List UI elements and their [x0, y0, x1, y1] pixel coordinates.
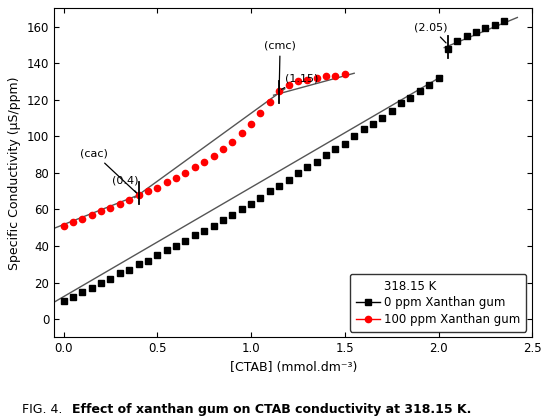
0 ppm Xanthan gum — [267, 189, 273, 194]
0 ppm Xanthan gum — [107, 276, 114, 281]
100 ppm Xanthan gum — [304, 77, 311, 82]
0 ppm Xanthan gum — [191, 233, 198, 238]
Text: (1.15): (1.15) — [282, 74, 318, 89]
0 ppm Xanthan gum — [295, 171, 301, 176]
100 ppm Xanthan gum — [135, 192, 142, 197]
100 ppm Xanthan gum — [276, 88, 283, 93]
100 ppm Xanthan gum — [154, 185, 161, 190]
0 ppm Xanthan gum — [360, 126, 367, 131]
100 ppm Xanthan gum — [79, 216, 86, 221]
Line: 100 ppm Xanthan gum: 100 ppm Xanthan gum — [60, 71, 348, 229]
X-axis label: [CTAB] (mmol.dm⁻³): [CTAB] (mmol.dm⁻³) — [229, 361, 357, 374]
100 ppm Xanthan gum — [219, 147, 226, 152]
0 ppm Xanthan gum — [238, 207, 245, 212]
100 ppm Xanthan gum — [210, 154, 217, 159]
0 ppm Xanthan gum — [117, 271, 123, 276]
100 ppm Xanthan gum — [89, 213, 95, 218]
Text: (cmc): (cmc) — [264, 41, 296, 88]
100 ppm Xanthan gum — [285, 83, 292, 88]
100 ppm Xanthan gum — [145, 189, 151, 194]
100 ppm Xanthan gum — [70, 220, 76, 225]
0 ppm Xanthan gum — [426, 83, 432, 88]
0 ppm Xanthan gum — [398, 101, 404, 106]
0 ppm Xanthan gum — [98, 280, 104, 285]
0 ppm Xanthan gum — [435, 75, 442, 80]
Text: FIG. 4.: FIG. 4. — [22, 403, 67, 416]
0 ppm Xanthan gum — [388, 108, 395, 113]
100 ppm Xanthan gum — [107, 205, 114, 210]
100 ppm Xanthan gum — [295, 79, 301, 84]
0 ppm Xanthan gum — [219, 218, 226, 223]
0 ppm Xanthan gum — [70, 295, 76, 300]
0 ppm Xanthan gum — [60, 298, 67, 303]
Text: (0.4): (0.4) — [112, 176, 139, 193]
100 ppm Xanthan gum — [323, 74, 329, 79]
0 ppm Xanthan gum — [379, 116, 386, 121]
0 ppm Xanthan gum — [501, 18, 508, 24]
0 ppm Xanthan gum — [370, 121, 376, 126]
100 ppm Xanthan gum — [201, 160, 207, 165]
100 ppm Xanthan gum — [126, 198, 133, 203]
0 ppm Xanthan gum — [210, 223, 217, 228]
100 ppm Xanthan gum — [182, 171, 189, 176]
100 ppm Xanthan gum — [248, 121, 254, 126]
100 ppm Xanthan gum — [117, 202, 123, 207]
0 ppm Xanthan gum — [351, 134, 358, 139]
100 ppm Xanthan gum — [238, 130, 245, 135]
0 ppm Xanthan gum — [248, 202, 254, 207]
0 ppm Xanthan gum — [163, 247, 170, 252]
100 ppm Xanthan gum — [98, 209, 104, 214]
0 ppm Xanthan gum — [173, 244, 179, 249]
0 ppm Xanthan gum — [285, 178, 292, 183]
0 ppm Xanthan gum — [135, 262, 142, 267]
100 ppm Xanthan gum — [314, 75, 320, 80]
Line: 0 ppm Xanthan gum: 0 ppm Xanthan gum — [60, 18, 507, 304]
0 ppm Xanthan gum — [145, 258, 151, 263]
0 ppm Xanthan gum — [444, 46, 451, 51]
0 ppm Xanthan gum — [323, 152, 329, 157]
100 ppm Xanthan gum — [267, 99, 273, 104]
0 ppm Xanthan gum — [257, 196, 263, 201]
0 ppm Xanthan gum — [416, 88, 423, 93]
0 ppm Xanthan gum — [314, 160, 320, 165]
0 ppm Xanthan gum — [464, 33, 470, 38]
0 ppm Xanthan gum — [407, 95, 414, 100]
100 ppm Xanthan gum — [332, 74, 339, 79]
0 ppm Xanthan gum — [89, 286, 95, 291]
0 ppm Xanthan gum — [492, 22, 498, 27]
0 ppm Xanthan gum — [482, 26, 489, 31]
100 ppm Xanthan gum — [173, 176, 179, 181]
100 ppm Xanthan gum — [191, 165, 198, 170]
100 ppm Xanthan gum — [342, 72, 348, 77]
0 ppm Xanthan gum — [154, 253, 161, 258]
100 ppm Xanthan gum — [163, 179, 170, 184]
0 ppm Xanthan gum — [332, 147, 339, 152]
0 ppm Xanthan gum — [126, 267, 133, 272]
0 ppm Xanthan gum — [304, 165, 311, 170]
0 ppm Xanthan gum — [473, 29, 480, 34]
Text: Effect of xanthan gum on CTAB conductivity at 318.15 K.: Effect of xanthan gum on CTAB conductivi… — [72, 403, 471, 416]
0 ppm Xanthan gum — [79, 289, 86, 294]
0 ppm Xanthan gum — [229, 213, 235, 218]
0 ppm Xanthan gum — [182, 238, 189, 243]
Text: (cac): (cac) — [80, 148, 136, 193]
Legend: 318.15 K, 0 ppm Xanthan gum, 100 ppm Xanthan gum: 318.15 K, 0 ppm Xanthan gum, 100 ppm Xan… — [350, 274, 526, 331]
0 ppm Xanthan gum — [342, 141, 348, 146]
0 ppm Xanthan gum — [276, 183, 283, 188]
0 ppm Xanthan gum — [201, 229, 207, 234]
100 ppm Xanthan gum — [229, 139, 235, 144]
Y-axis label: Specific Conductivity (μS/ppm): Specific Conductivity (μS/ppm) — [8, 76, 21, 270]
100 ppm Xanthan gum — [257, 110, 263, 115]
100 ppm Xanthan gum — [60, 223, 67, 228]
0 ppm Xanthan gum — [454, 39, 461, 44]
Text: (2.05): (2.05) — [414, 22, 448, 43]
